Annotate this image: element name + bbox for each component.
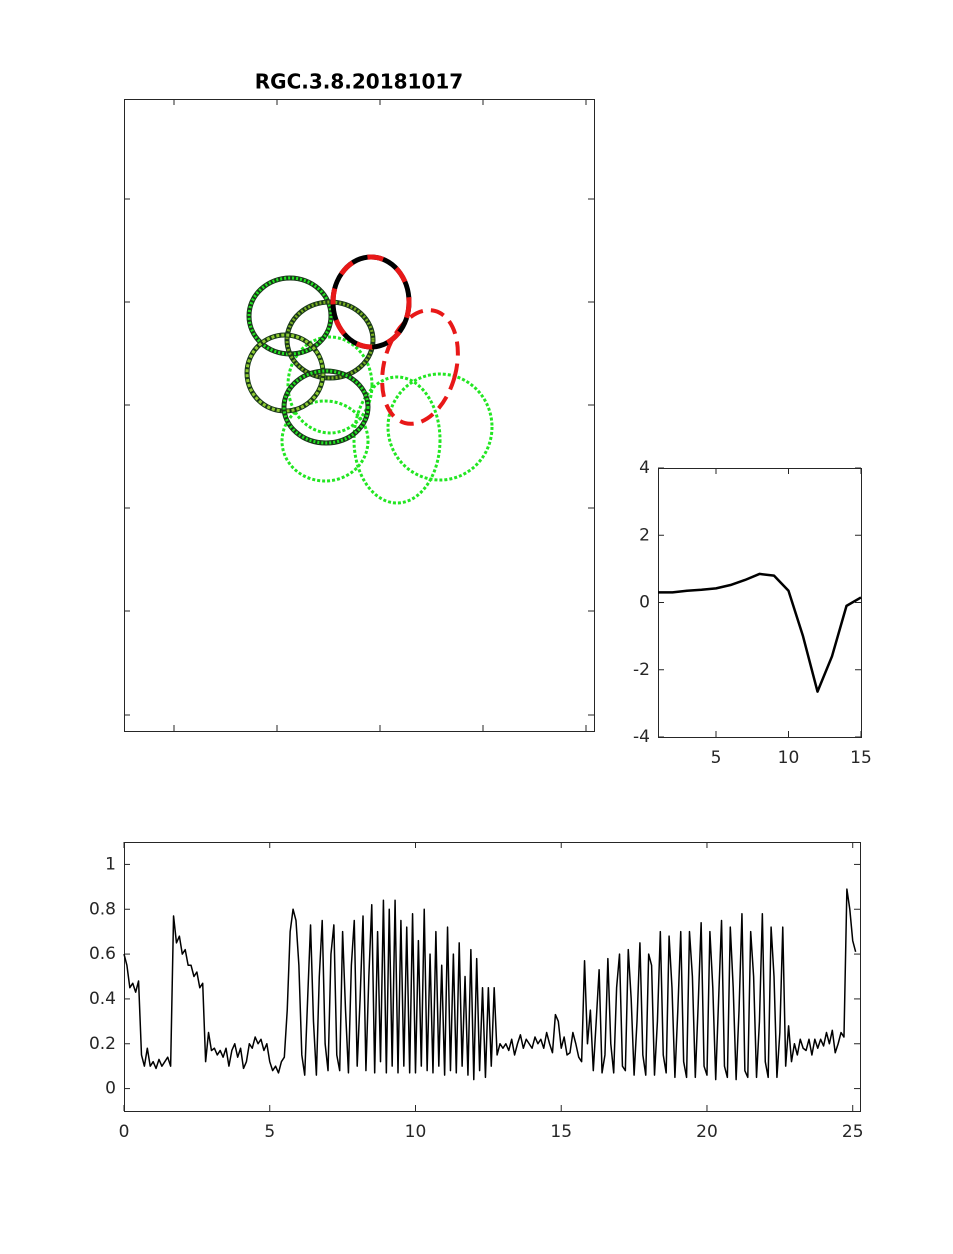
x-tick-label: 5 [711,748,722,768]
y-tick-label: 0 [639,593,650,613]
chart-title: RGC.3.8.20181017 [255,70,463,94]
y-tick-label: 0.6 [89,944,116,964]
y-tick-label: 0 [105,1079,116,1099]
axes-box [124,99,595,732]
x-tick-label: 5 [264,1122,275,1142]
y-tick-label: 1 [105,854,116,874]
y-tick-label: 0.2 [89,1034,116,1054]
y-tick-label: 2 [639,525,650,545]
receptive-fields [244,254,494,505]
rf-ellipse [282,369,370,445]
rf-ellipse [286,335,374,435]
x-tick-label: 0 [119,1122,130,1142]
x-tick-label: 15 [850,748,872,768]
data-line [123,888,857,1081]
mosaic-axes [124,99,595,732]
data-line [658,572,862,693]
tick-marks [124,99,594,731]
rf-ellipse [380,308,460,426]
x-tick-label: 20 [696,1122,718,1142]
rf-ellipse [386,372,494,482]
axes-box [124,842,861,1112]
y-tick-label: 4 [639,458,650,478]
rf-ellipse [352,375,442,505]
x-tick-label: 10 [778,748,800,768]
rf-ellipse [285,300,375,380]
rf-ellipse [280,399,370,483]
y-tick-label: 0.8 [89,899,116,919]
rf-ellipse [330,254,412,350]
x-tick-label: 25 [842,1122,864,1142]
x-tick-label: 15 [550,1122,572,1142]
y-tick-label: -4 [633,727,650,747]
y-tick-label: -2 [633,660,650,680]
y-tick-label: 0.4 [89,989,116,1009]
x-tick-label: 10 [405,1122,427,1142]
